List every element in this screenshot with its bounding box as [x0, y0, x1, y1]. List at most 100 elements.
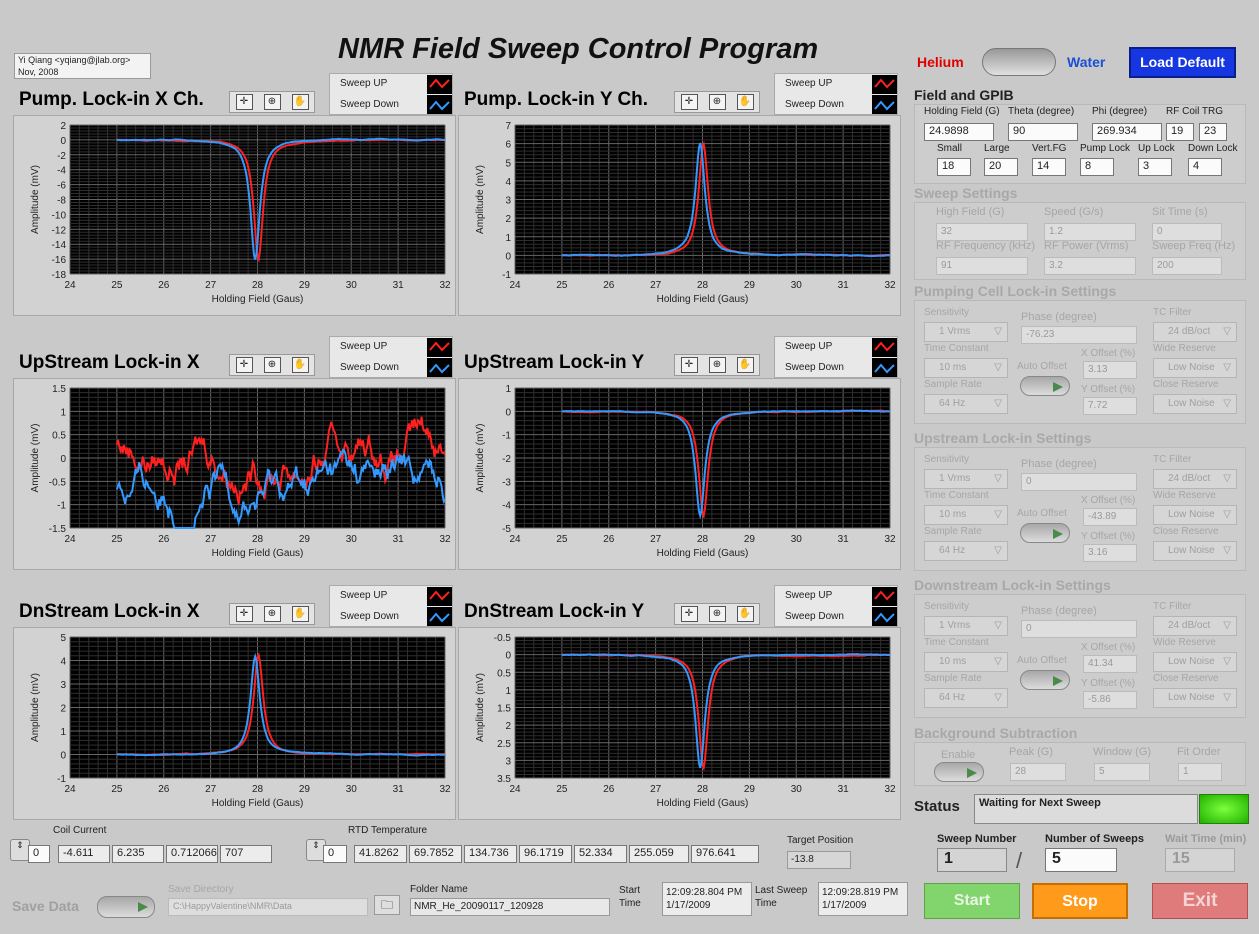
coil-index-field[interactable]: 0	[28, 845, 50, 863]
save-data-toggle[interactable]	[97, 896, 155, 918]
fit-order-field[interactable]: 1	[1178, 763, 1222, 781]
y-tick-label: -4	[57, 166, 66, 177]
gpib-address-value[interactable]: 14	[1032, 158, 1066, 176]
load-default-button[interactable]: Load Default	[1129, 47, 1236, 78]
folder-browse-icon[interactable]: 🗀	[374, 895, 400, 915]
gpib-address-value[interactable]: 8	[1080, 158, 1114, 176]
gpib-address-value[interactable]: 20	[984, 158, 1018, 176]
sweep-setting-field[interactable]: 32	[936, 223, 1028, 241]
sample-rate-dropdown[interactable]: 64 Hz	[924, 541, 1008, 561]
wide-reserve-dropdown[interactable]: Low Noise	[1153, 652, 1237, 672]
y-tick-label: 2.5	[497, 739, 511, 750]
gpib-address-value[interactable]: 4	[1188, 158, 1222, 176]
pan-hand-icon[interactable]: ✋	[736, 357, 754, 373]
window-field[interactable]: 5	[1094, 763, 1150, 781]
graph-plot[interactable]: 24 25 26 27 28 29 30 31 32 2 0 -2 -4 -6 -8 -10 -12 -14 -16…	[14, 116, 457, 317]
y-tick-label: 0	[60, 751, 66, 762]
x-offset-field[interactable]: -43.89	[1083, 508, 1137, 526]
crosshair-icon[interactable]: ✛	[235, 606, 253, 622]
crosshair-icon[interactable]: ✛	[235, 94, 253, 110]
crosshair-icon[interactable]: ✛	[680, 94, 698, 110]
y-offset-field[interactable]: 7.72	[1083, 397, 1137, 415]
field-gpib-value[interactable]: 23	[1199, 123, 1227, 141]
close-reserve-dropdown[interactable]: Low Noise	[1153, 688, 1237, 708]
sweep-setting-field[interactable]: 3.2	[1044, 257, 1136, 275]
pan-hand-icon[interactable]: ✋	[736, 606, 754, 622]
close-reserve-dropdown[interactable]: Low Noise	[1153, 541, 1237, 561]
graph-plot[interactable]: 24 25 26 27 28 29 30 31 32 -0.5 0 0.5 1 1.5 2 2.5 3 3.5 Ho…	[459, 628, 902, 821]
x-tick-label: 25	[111, 534, 123, 545]
zoom-icon[interactable]: ⊕	[708, 606, 726, 622]
sample-rate-dropdown[interactable]: 64 Hz	[924, 394, 1008, 414]
pan-hand-icon[interactable]: ✋	[291, 606, 309, 622]
phase-field[interactable]: 0	[1021, 473, 1137, 491]
y-offset-label: Y Offset (%)	[1081, 678, 1136, 689]
wide-reserve-dropdown[interactable]: Low Noise	[1153, 505, 1237, 525]
time-constant-dropdown[interactable]: 10 ms	[924, 358, 1008, 378]
y-offset-field[interactable]: -5.86	[1083, 691, 1137, 709]
rtd-index-field[interactable]: 0	[323, 845, 347, 863]
number-of-sweeps-field[interactable]: 5	[1045, 848, 1117, 872]
zoom-icon[interactable]: ⊕	[263, 357, 281, 373]
save-directory-field[interactable]: C:\HappyValentine\NMR\Data	[168, 898, 368, 916]
sweep-divider: /	[1016, 848, 1023, 873]
sample-rate-label: Sample Rate	[924, 379, 982, 390]
stop-button[interactable]: Stop	[1032, 883, 1128, 919]
crosshair-icon[interactable]: ✛	[680, 357, 698, 373]
tc-filter-dropdown[interactable]: 24 dB/oct	[1153, 616, 1237, 636]
x-tick-label: 31	[393, 784, 405, 795]
zoom-icon[interactable]: ⊕	[708, 357, 726, 373]
zoom-icon[interactable]: ⊕	[263, 94, 281, 110]
sweep-setting-field[interactable]: 0	[1152, 223, 1222, 241]
time-constant-dropdown[interactable]: 10 ms	[924, 652, 1008, 672]
sweep-setting-field[interactable]: 91	[936, 257, 1028, 275]
x-offset-field[interactable]: 3.13	[1083, 361, 1137, 379]
tc-filter-dropdown[interactable]: 24 dB/oct	[1153, 469, 1237, 489]
zoom-icon[interactable]: ⊕	[708, 94, 726, 110]
pan-hand-icon[interactable]: ✋	[291, 357, 309, 373]
legend-up-swatch	[872, 338, 897, 357]
wait-time-field[interactable]: 15	[1165, 848, 1235, 872]
x-offset-field[interactable]: 41.34	[1083, 655, 1137, 673]
field-gpib-value[interactable]: 24.9898	[924, 123, 994, 141]
crosshair-icon[interactable]: ✛	[235, 357, 253, 373]
crosshair-icon[interactable]: ✛	[680, 606, 698, 622]
tc-filter-dropdown[interactable]: 24 dB/oct	[1153, 322, 1237, 342]
phase-field[interactable]: -76.23	[1021, 326, 1137, 344]
pan-hand-icon[interactable]: ✋	[291, 94, 309, 110]
sample-rate-dropdown[interactable]: 64 Hz	[924, 688, 1008, 708]
field-gpib-value[interactable]: 19	[1166, 123, 1194, 141]
gpib-address-value[interactable]: 18	[937, 158, 971, 176]
x-tick-label: 30	[346, 784, 358, 795]
phase-field[interactable]: 0	[1021, 620, 1137, 638]
enable-toggle[interactable]	[934, 762, 984, 782]
field-gpib-value[interactable]: 269.934	[1092, 123, 1162, 141]
x-tick-label: 24	[64, 534, 76, 545]
auto-offset-button[interactable]	[1020, 670, 1070, 690]
graph-plot[interactable]: 24 25 26 27 28 29 30 31 32 1.5 1 0.5 0 -0.5 -1 -1.5 Hold…	[14, 379, 457, 571]
auto-offset-button[interactable]	[1020, 523, 1070, 543]
coil-index-stepper[interactable]: ⇕	[10, 839, 30, 861]
auto-offset-button[interactable]	[1020, 376, 1070, 396]
sensitivity-dropdown[interactable]: 1 Vrms	[924, 322, 1008, 342]
y-offset-field[interactable]: 3.16	[1083, 544, 1137, 562]
graph-plot[interactable]: 24 25 26 27 28 29 30 31 32 1 0 -1 -2 -3 -4 -5 Holding Fi…	[459, 379, 902, 571]
sensitivity-dropdown[interactable]: 1 Vrms	[924, 616, 1008, 636]
zoom-icon[interactable]: ⊕	[263, 606, 281, 622]
pan-hand-icon[interactable]: ✋	[736, 94, 754, 110]
sensitivity-dropdown[interactable]: 1 Vrms	[924, 469, 1008, 489]
close-reserve-dropdown[interactable]: Low Noise	[1153, 394, 1237, 414]
peak-field[interactable]: 28	[1010, 763, 1066, 781]
sweep-setting-field[interactable]: 1.2	[1044, 223, 1136, 241]
gpib-address-value[interactable]: 3	[1138, 158, 1172, 176]
start-button[interactable]: Start	[924, 883, 1020, 919]
time-constant-dropdown[interactable]: 10 ms	[924, 505, 1008, 525]
exit-button[interactable]: Exit	[1152, 883, 1248, 919]
wide-reserve-dropdown[interactable]: Low Noise	[1153, 358, 1237, 378]
helium-water-switch[interactable]	[982, 48, 1056, 76]
sweep-setting-field[interactable]: 200	[1152, 257, 1222, 275]
x-tick-label: 30	[791, 280, 803, 291]
field-gpib-value[interactable]: 90	[1008, 123, 1078, 141]
